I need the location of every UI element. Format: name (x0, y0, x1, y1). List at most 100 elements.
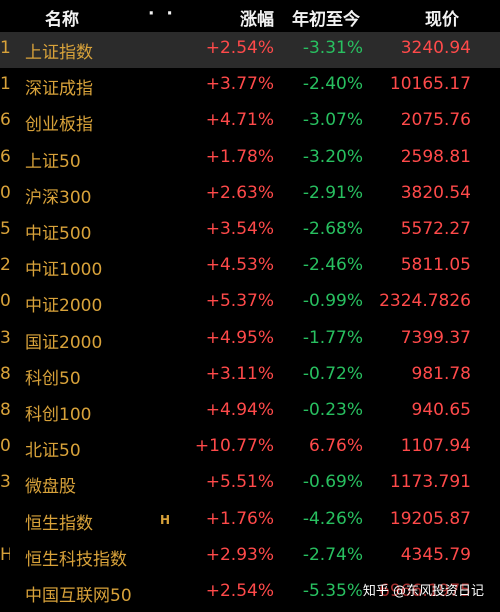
table-row[interactable]: 6 上证50 +1.78% -3.20% 2598.81 (0, 141, 500, 177)
change-percent: +4.53% (206, 255, 274, 275)
change-percent: +5.51% (206, 472, 274, 492)
index-name: 沪深300 (25, 183, 91, 208)
table-row[interactable]: 2 中证1000 +4.53% -2.46% 5811.05 (0, 249, 500, 285)
change-percent: +3.77% (206, 74, 274, 94)
current-price: 7399.37 (401, 328, 471, 348)
ytd-percent: -4.26% (303, 509, 363, 529)
row-code-fragment: 1 (0, 74, 10, 94)
current-price: 2075.76 (401, 110, 471, 130)
current-price: 19205.87 (390, 509, 471, 529)
row-code-fragment: 0 (0, 436, 10, 456)
table-row[interactable]: 1 上证指数 +2.54% -3.31% 3240.94 (0, 32, 500, 68)
current-price: 940.65 (412, 400, 471, 420)
change-percent: +4.71% (206, 110, 274, 130)
ytd-percent: -3.31% (303, 38, 363, 58)
table-row[interactable]: 恒生指数 H +1.76% -4.26% 19205.87 (0, 503, 500, 539)
ytd-percent: -1.77% (303, 328, 363, 348)
watermark: 知乎 @东风投资日记 (361, 580, 486, 599)
column-header-change[interactable]: 涨幅 (240, 5, 274, 30)
index-name: 中证500 (25, 219, 91, 244)
current-price: 5572.27 (401, 219, 471, 239)
change-percent: +3.54% (206, 219, 274, 239)
index-name: 恒生指数 (25, 509, 93, 534)
index-name: 科创100 (25, 400, 91, 425)
index-name: 深证成指 (25, 74, 93, 99)
change-percent: +2.54% (206, 581, 274, 601)
index-name: 国证2000 (25, 328, 102, 353)
column-header-ytd[interactable]: 年初至今 (292, 5, 360, 30)
index-name: 创业板指 (25, 110, 93, 135)
table-row[interactable]: 1 深证成指 +3.77% -2.40% 10165.17 (0, 68, 500, 104)
current-price: 3240.94 (401, 38, 471, 58)
current-price: 4345.79 (401, 545, 471, 565)
row-code-fragment: 6 (0, 110, 10, 130)
table-row[interactable]: 8 科创100 +4.94% -0.23% 940.65 (0, 394, 500, 430)
table-row[interactable]: H 恒生科技指数 +2.93% -2.74% 4345.79 (0, 539, 500, 575)
ytd-percent: -2.91% (303, 183, 363, 203)
change-percent: +4.94% (206, 400, 274, 420)
ytd-percent: -0.72% (303, 364, 363, 384)
current-price: 10165.17 (390, 74, 471, 94)
table-row[interactable]: 5 中证500 +3.54% -2.68% 5572.27 (0, 213, 500, 249)
change-percent: +2.54% (206, 38, 274, 58)
table-header: 名称 · · 涨幅 年初至今 现价 (0, 0, 500, 32)
hk-market-badge: H (160, 513, 170, 527)
index-name: 中证1000 (25, 255, 102, 280)
column-header-name[interactable]: 名称 (45, 5, 79, 30)
index-name: 科创50 (25, 364, 81, 389)
current-price: 2324.7826 (379, 291, 471, 311)
table-row[interactable]: 3 国证2000 +4.95% -1.77% 7399.37 (0, 322, 500, 358)
current-price: 3820.54 (401, 183, 471, 203)
current-price: 1107.94 (401, 436, 471, 456)
table-row[interactable]: 0 北证50 +10.77% 6.76% 1107.94 (0, 430, 500, 466)
ytd-percent: -0.99% (303, 291, 363, 311)
row-code-fragment: 0 (0, 291, 10, 311)
current-price: 2598.81 (401, 147, 471, 167)
change-percent: +3.11% (206, 364, 274, 384)
row-code-fragment: 3 (0, 472, 10, 492)
table-row[interactable]: 0 中证2000 +5.37% -0.99% 2324.7826 (0, 285, 500, 321)
ytd-percent: -3.07% (303, 110, 363, 130)
index-name: 北证50 (25, 436, 81, 461)
ytd-percent: 6.76% (309, 436, 363, 456)
change-percent: +2.93% (206, 545, 274, 565)
index-name: 中国互联网50 (25, 581, 132, 606)
row-code-fragment: 1 (0, 38, 10, 58)
row-code-fragment: 3 (0, 328, 10, 348)
ytd-percent: -2.68% (303, 219, 363, 239)
change-percent: +4.95% (206, 328, 274, 348)
change-percent: +10.77% (195, 436, 274, 456)
index-name: 微盘股 (25, 472, 76, 497)
index-name: 中证2000 (25, 291, 102, 316)
change-percent: +2.63% (206, 183, 274, 203)
table-row[interactable]: 3 微盘股 +5.51% -0.69% 1173.791 (0, 466, 500, 502)
current-price: 981.78 (412, 364, 471, 384)
change-percent: +1.76% (206, 509, 274, 529)
table-row[interactable]: 0 沪深300 +2.63% -2.91% 3820.54 (0, 177, 500, 213)
ytd-percent: -0.69% (303, 472, 363, 492)
ytd-percent: -5.35% (303, 581, 363, 601)
ytd-percent: -2.40% (303, 74, 363, 94)
row-code-fragment: 6 (0, 147, 10, 167)
current-price: 1173.791 (390, 472, 471, 492)
index-name: 上证指数 (25, 38, 93, 63)
ytd-percent: -2.74% (303, 545, 363, 565)
row-code-fragment: 8 (0, 400, 10, 420)
table-row[interactable]: 8 科创50 +3.11% -0.72% 981.78 (0, 358, 500, 394)
row-code-fragment: 2 (0, 255, 10, 275)
row-code-fragment: 8 (0, 364, 10, 384)
row-code-fragment: H (0, 545, 10, 565)
more-dots-icon[interactable]: · · (148, 4, 176, 24)
column-header-price[interactable]: 现价 (425, 5, 459, 30)
change-percent: +1.78% (206, 147, 274, 167)
ytd-percent: -2.46% (303, 255, 363, 275)
ytd-percent: -3.20% (303, 147, 363, 167)
row-code-fragment: 0 (0, 183, 10, 203)
index-name: 恒生科技指数 (25, 545, 127, 570)
index-name: 上证50 (25, 147, 81, 172)
current-price: 5811.05 (401, 255, 471, 275)
change-percent: +5.37% (206, 291, 274, 311)
row-code-fragment: 5 (0, 219, 10, 239)
ytd-percent: -0.23% (303, 400, 363, 420)
table-row[interactable]: 6 创业板指 +4.71% -3.07% 2075.76 (0, 104, 500, 140)
